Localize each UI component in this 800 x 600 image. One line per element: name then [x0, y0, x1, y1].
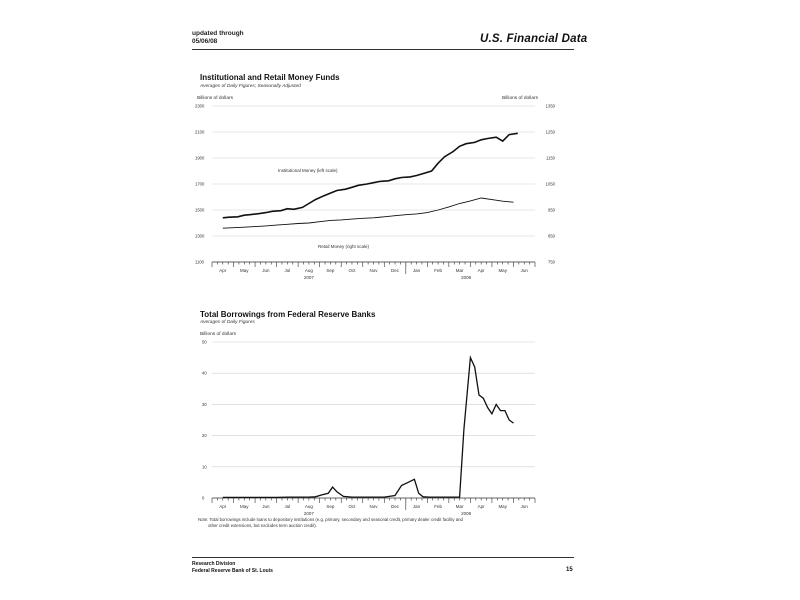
chart1-x-tick-label: May: [498, 268, 507, 273]
chart1-x-tick-label: Oct: [348, 268, 356, 273]
chart2-x-tick-label: Jan: [413, 504, 421, 509]
chart2-year-label: 2008: [461, 511, 472, 516]
chart1-y-tick-label-left: 1500: [195, 208, 205, 213]
chart2-subtitle: Averages of Daily Figures: [200, 320, 255, 325]
updated-line-2: 05/06/08: [192, 38, 218, 45]
chart1-y-label-left: Billions of dollars: [197, 95, 234, 101]
chart1-y-tick-label-left: 2300: [195, 104, 205, 109]
chart1-x-tick-label: Sep: [326, 268, 335, 273]
chart1-y-tick-label-left: 1100: [195, 260, 205, 265]
chart2-x-tick-label: Oct: [348, 504, 356, 509]
chart1-series-institutional: [222, 132, 518, 219]
updated-through-label: updated through 05/06/08: [192, 30, 244, 46]
chart2-x-tick-label: Sep: [326, 504, 335, 509]
header-rule: [192, 49, 574, 50]
chart1-annotation-retail: Retail Money (right scale): [318, 244, 370, 249]
chart2-y-tick-label: 0: [202, 496, 205, 501]
chart1-y-tick-label-right: 850: [548, 234, 556, 239]
chart1-x-tick-label: Aug: [305, 268, 314, 273]
chart1-y-tick-label-left: 1300: [195, 234, 205, 239]
updated-line-1: updated through: [192, 30, 244, 37]
chart1-x-tick-label: Jul: [284, 268, 290, 273]
chart2-x-tick-label: Dec: [391, 504, 400, 509]
chart2-note: Note: Total borrowings include loans to …: [198, 517, 464, 528]
chart2-x-tick-label: Feb: [434, 504, 442, 509]
footer-research-division: Research Division: [192, 561, 236, 567]
chart2-x-tick-label: Mar: [456, 504, 464, 509]
footer-rule: [192, 557, 574, 558]
chart1-y-tick-label-right: 1250: [546, 130, 556, 135]
chart1-subtitle: Averages of Daily Figures; Seasonally Ad…: [200, 84, 301, 89]
chart1-x-tick-label: Jan: [413, 268, 421, 273]
chart1-x-tick-label: May: [240, 268, 249, 273]
chart1-title: Institutional and Retail Money Funds: [200, 73, 340, 82]
chart2-y-tick-label: 20: [202, 433, 207, 438]
chart1-money-funds: Billions of dollars Billions of dollars 11…: [195, 95, 556, 280]
chart2-series-borrowings: [222, 355, 514, 499]
chart2-y-tick-label: 50: [202, 340, 207, 345]
chart2-y-tick-label: 40: [202, 371, 207, 376]
chart1-y-tick-label-left: 1900: [195, 156, 205, 161]
chart2-x-tick-label: Aug: [305, 504, 314, 509]
chart1-x-tick-label: Dec: [391, 268, 400, 273]
chart2-x-tick-label: Nov: [369, 504, 378, 509]
chart1-annotation-institutional: Institutional Money (left scale): [278, 168, 338, 173]
chart1-x-tick-label: Jun: [262, 268, 270, 273]
brand-title: U.S. Financial Data: [480, 33, 588, 45]
chart2-x-tick-label: Apr: [219, 504, 227, 509]
chart1-x-tick-label: Apr: [219, 268, 227, 273]
chart2-borrowings: Billions of dollars 0 10 20 30 40 50 Apr May Jun J…: [198, 331, 536, 528]
chart2-x-tick-label: Jun: [262, 504, 270, 509]
chart2-x-tick-label: Jul: [284, 504, 290, 509]
chart1-x-tick-label: Apr: [478, 268, 486, 273]
chart1-x-tick-label: Jun: [521, 268, 529, 273]
chart1-y-label-right: Billions of dollars: [502, 95, 539, 101]
footer-bank: Federal Reserve Bank of St. Louis: [192, 568, 273, 574]
chart1-y-tick-label-right: 950: [548, 208, 556, 213]
chart2-title: Total Borrowings from Federal Reserve Ba…: [200, 310, 376, 319]
chart1-year-label: 2008: [461, 275, 472, 280]
chart2-note-line: other credit extensions, but excludes te…: [208, 523, 317, 528]
chart2-note-line: Note: Total borrowings include loans to …: [198, 517, 464, 522]
chart1-x-tick-label: Feb: [434, 268, 442, 273]
chart1-series-retail: [222, 197, 514, 229]
chart1-y-tick-label-right: 1350: [546, 104, 556, 109]
chart2-x-tick-label: May: [240, 504, 249, 509]
chart1-year-label: 2007: [304, 275, 315, 280]
page-number: 15: [566, 567, 573, 573]
chart2-x-tick-label: Jun: [521, 504, 529, 509]
chart2-x-tick-label: Apr: [478, 504, 486, 509]
chart2-y-tick-label: 10: [202, 464, 207, 469]
chart1-y-tick-label-left: 1700: [195, 182, 205, 187]
chart1-y-tick-label-right: 750: [548, 260, 556, 265]
chart2-y-label: Billions of dollars: [200, 331, 237, 337]
chart2-x-tick-label: May: [498, 504, 507, 509]
chart2-year-label: 2007: [304, 511, 315, 516]
chart1-y-tick-label-right: 1150: [546, 156, 556, 161]
chart1-x-tick-label: Nov: [369, 268, 378, 273]
chart2-y-tick-label: 30: [202, 402, 207, 407]
chart1-y-tick-label-left: 2100: [195, 130, 205, 135]
chart1-y-tick-label-right: 1050: [546, 182, 556, 187]
chart1-x-tick-label: Mar: [456, 268, 464, 273]
